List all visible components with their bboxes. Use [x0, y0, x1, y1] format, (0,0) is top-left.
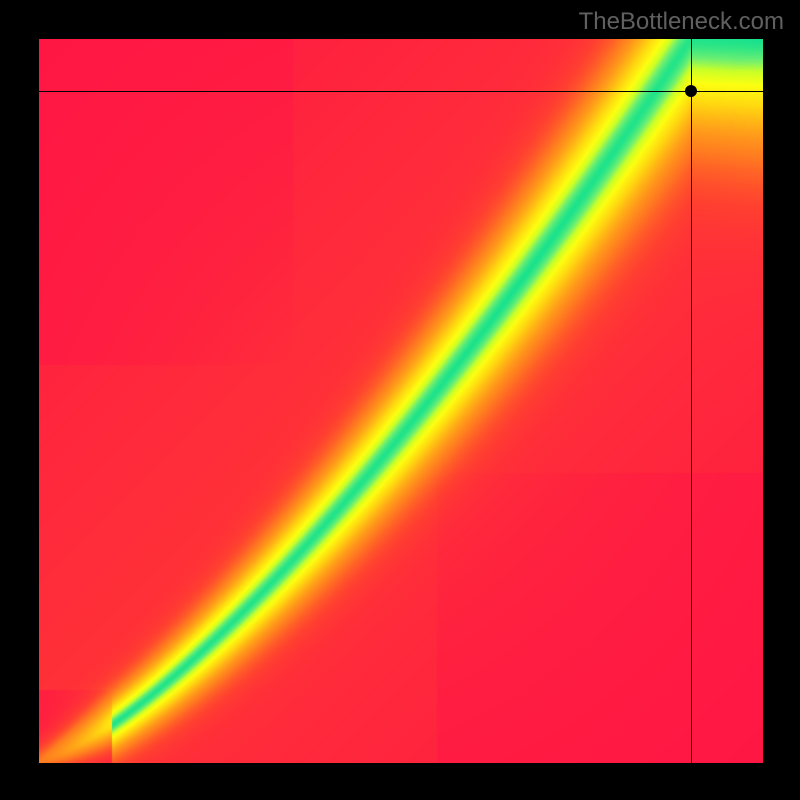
heatmap-canvas — [39, 39, 763, 763]
crosshair-marker — [685, 85, 697, 97]
chart-frame — [38, 38, 764, 764]
crosshair-vertical — [691, 39, 692, 763]
crosshair-horizontal — [39, 91, 763, 92]
watermark: TheBottleneck.com — [579, 8, 784, 36]
